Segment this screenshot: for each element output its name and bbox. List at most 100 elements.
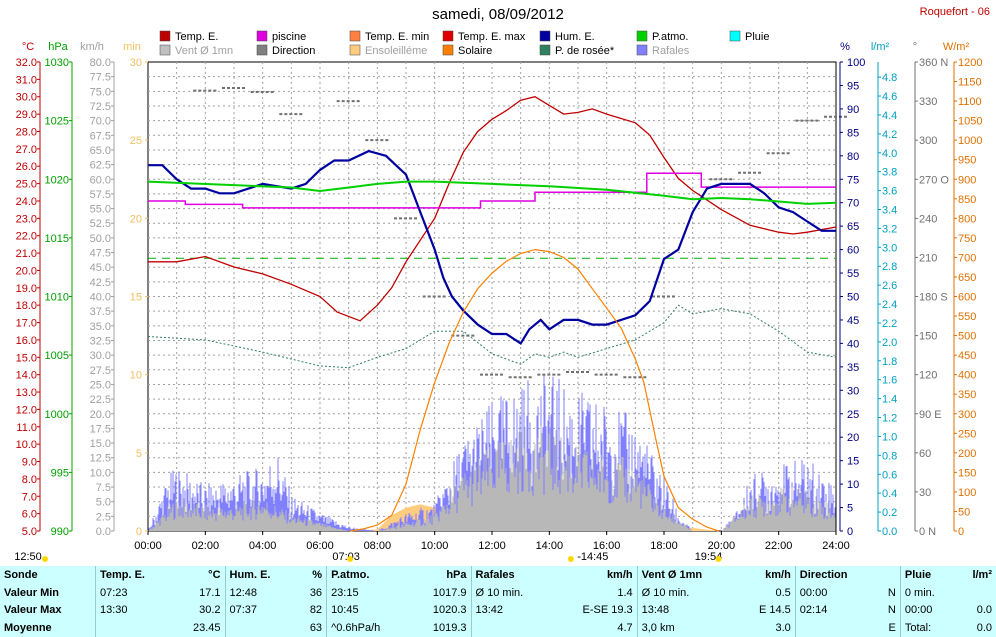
rain-tick-label: 1.6 (882, 375, 897, 387)
series-line-temp-e (148, 96, 837, 322)
legend-label: Vent Ø 1mn (175, 45, 233, 57)
kmh-tick-label: 35.0 (90, 321, 111, 333)
legend-swatch (539, 30, 551, 42)
legend-swatch (349, 30, 361, 42)
kmh-tick-label: 45.0 (90, 262, 111, 274)
temp-tick-label: 26.0 (16, 161, 37, 173)
summary-cell: 13:48 (636, 601, 737, 620)
kmh-tick-label: 10.0 (90, 467, 111, 479)
summary-header-rafales: Rafales (470, 566, 553, 584)
summary-cell: 12:48 (224, 583, 297, 602)
temp-tick-label: 6.0 (22, 509, 37, 521)
sun-marker-label: 19:54 (695, 551, 723, 563)
wm2-tick-label: 500 (958, 331, 976, 343)
pct-tick-label: 0 (847, 526, 853, 538)
deg-tick-label: 0 N (919, 526, 936, 538)
hpa-tick-label: 1025 (45, 116, 69, 128)
min-tick-label: 25 (130, 135, 142, 147)
x-tick-label: 16:00 (593, 540, 621, 552)
deg-tick-label: 180 S (919, 292, 948, 304)
deg-unit-label: ° (913, 41, 917, 53)
summary-header-vent-unit: km/h (765, 568, 791, 581)
temp-tick-label: 10.0 (16, 439, 37, 451)
sun-marker-label: -14:45 (577, 551, 608, 563)
summary-row-label: Valeur Max (4, 604, 62, 617)
temp-tick-label: 30.0 (16, 92, 37, 104)
deg-tick-label: 150 (919, 331, 937, 343)
summary-cell: 02:14 (794, 601, 877, 620)
rain-tick-label: 4.8 (882, 72, 897, 84)
min-tick-label: 0 (136, 526, 142, 538)
rain-tick-label: 1.2 (882, 413, 897, 425)
pct-tick-label: 70 (847, 198, 859, 210)
summary-cell: 10:45 (326, 601, 411, 620)
kmh-tick-label: 52.5 (90, 218, 111, 230)
legend-label: Hum. E. (555, 31, 595, 43)
hpa-unit-label: hPa (48, 41, 68, 53)
wm2-tick-label: 350 (958, 389, 976, 401)
min-tick-label: 10 (130, 370, 142, 382)
hpa-tick-label: 1010 (45, 292, 69, 304)
summary-cell (224, 619, 297, 637)
series-line-piscine (148, 172, 836, 209)
summary-cell: 0 min. (899, 583, 957, 602)
legend-label: Ensoleilléme (365, 45, 427, 57)
rain-tick-label: 2.0 (882, 337, 897, 349)
summary-cell: 07:23 (94, 583, 173, 602)
x-tick-label: 10:00 (421, 540, 449, 552)
pct-tick-label: 25 (847, 409, 859, 421)
min-unit-label: min (123, 41, 141, 53)
legend-swatch (729, 30, 741, 42)
summary-cell: Ø 10 min. (470, 583, 553, 602)
temp-unit-label: °C (22, 41, 34, 53)
sun-marker-label: 07:03 (332, 551, 360, 563)
wm2-tick-label: 150 (958, 467, 976, 479)
series-line-p-de-ros-e (147, 304, 837, 369)
legend-swatch (636, 44, 648, 56)
summary-cell: 82 (309, 604, 323, 617)
rain-tick-label: 0.2 (882, 507, 897, 519)
rain-tick-label: 3.2 (882, 223, 897, 235)
wm2-tick-label: 950 (958, 155, 976, 167)
wm2-tick-label: 650 (958, 272, 976, 284)
rain-tick-label: 3.0 (882, 242, 897, 254)
deg-tick-label: 120 (919, 370, 937, 382)
summary-header-patmo: P.atmo. (326, 566, 411, 584)
summary-table: Sonde Temp. E. °C Hum. E. % P.atmo. hPa … (0, 566, 996, 637)
summary-cell (794, 619, 877, 637)
x-tick-label: 02:00 (192, 540, 220, 552)
wm2-tick-label: 1150 (958, 77, 982, 89)
temp-tick-label: 18.0 (16, 300, 37, 312)
min-tick-label: 15 (130, 292, 142, 304)
summary-cell: E-SE 19.3 (582, 604, 633, 617)
kmh-tick-label: 57.5 (90, 189, 111, 201)
kmh-tick-label: 25.0 (90, 379, 111, 391)
hpa-tick-label: 1030 (45, 57, 69, 69)
summary-row-max: Valeur Max 13:30 30.2 07:37 82 10:45 102… (0, 601, 996, 620)
pct-tick-label: 40 (847, 338, 859, 350)
hpa-tick-label: 990 (51, 526, 69, 538)
summary-cell: 3.0 (775, 622, 791, 635)
summary-cell: ^0.6hPa/h (326, 619, 411, 637)
hpa-tick-label: 995 (51, 467, 69, 479)
deg-tick-label: 270 O (919, 174, 949, 186)
hpa-tick-label: 1020 (45, 174, 69, 186)
temp-tick-label: 23.0 (16, 213, 37, 225)
summary-cell (470, 619, 553, 637)
wm2-tick-label: 50 (958, 506, 970, 518)
rain-tick-label: 0.6 (882, 469, 897, 481)
legend-label: Solaire (458, 45, 492, 57)
kmh-tick-label: 47.5 (90, 248, 111, 260)
x-tick-label: 20:00 (708, 540, 736, 552)
wm2-tick-label: 750 (958, 233, 976, 245)
pct-tick-label: 50 (847, 292, 859, 304)
pct-tick-label: 20 (847, 432, 859, 444)
rain-tick-label: 0.0 (882, 526, 897, 538)
summary-cell: 23.45 (192, 622, 221, 635)
deg-tick-label: 90 E (919, 409, 942, 421)
pct-tick-label: 10 (847, 479, 859, 491)
series-line-solaire (350, 248, 719, 532)
kmh-tick-label: 32.5 (90, 335, 111, 347)
kmh-tick-label: 22.5 (90, 394, 111, 406)
